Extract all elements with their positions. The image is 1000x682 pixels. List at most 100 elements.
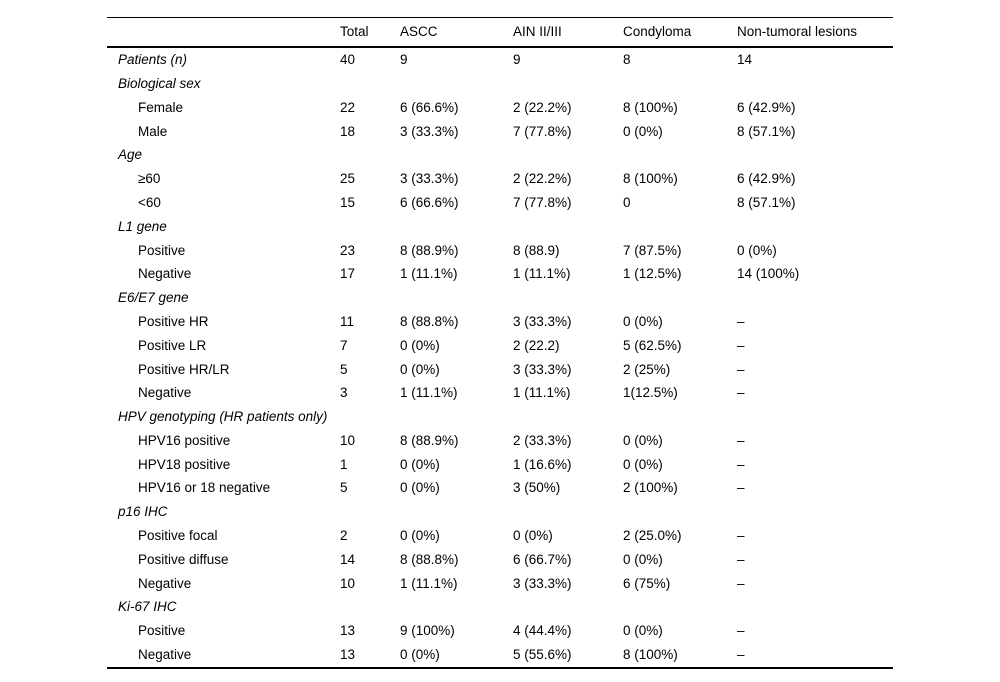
row-label: Positive diffuse [138, 551, 229, 567]
value-cell: 6 (75%) [623, 575, 671, 591]
value-cell: 10 [340, 575, 356, 591]
row-label: ≥60 [138, 171, 161, 187]
value-cell: – [737, 337, 745, 353]
value-cell: 3 (33.3%) [513, 575, 572, 591]
row-label: Positive HR [138, 313, 209, 329]
table-row: ≥60 25 3 (33.3%) 2 (22.2%) 8 (100%) 6 (42.9%) [107, 167, 893, 191]
value-cell: 9 (100%) [400, 623, 455, 639]
value-cell: 1 (16.6%) [513, 456, 572, 472]
row-label: HPV16 or 18 negative [138, 480, 271, 496]
value-cell: – [737, 623, 745, 639]
row-label: L1 gene [118, 218, 167, 234]
value-cell: 0 (0%) [400, 361, 440, 377]
value-cell: 0 (0%) [400, 528, 440, 544]
value-cell: 5 (62.5%) [623, 337, 682, 353]
row-label: HPV genotyping (HR patients only) [118, 409, 328, 425]
row-label: Negative [138, 647, 192, 663]
value-cell: 10 [340, 432, 356, 448]
value-cell: – [737, 575, 745, 591]
column-header-ascc: ASCC [400, 24, 438, 40]
table-row: Negative 10 1 (11.1%) 3 (33.3%) 6 (75%) – [107, 572, 893, 596]
table-row: Negative 3 1 (11.1%) 1 (11.1%) 1(12.5%) – [107, 381, 893, 405]
value-cell: 8 (88.9%) [400, 242, 459, 258]
row-label: Negative [138, 266, 192, 282]
value-cell: 0 [623, 194, 631, 210]
column-header-condyloma: Condyloma [623, 24, 692, 40]
value-cell: 0 (0%) [623, 623, 663, 639]
value-cell: 6 (42.9%) [737, 171, 796, 187]
table-body: Patients (n) 40 9 9 8 14 Biological sex Female 2… [107, 48, 893, 667]
value-cell: 2 (22.2%) [513, 99, 572, 115]
value-cell: 8 (57.1%) [737, 194, 796, 210]
row-label: Positive HR/LR [138, 361, 230, 377]
table-row: <60 15 6 (66.6%) 7 (77.8%) 0 8 (57.1%) [107, 191, 893, 215]
row-label: Positive [138, 623, 186, 639]
table-row: Age [107, 143, 893, 167]
value-cell: 2 (100%) [623, 480, 678, 496]
value-cell: – [737, 551, 745, 567]
value-cell: 8 (88.8%) [400, 551, 459, 567]
value-cell: 15 [340, 194, 356, 210]
row-label: Positive LR [138, 337, 207, 353]
table-row: Negative 17 1 (11.1%) 1 (11.1%) 1 (12.5%) 14 … [107, 262, 893, 286]
row-label: Positive [138, 242, 186, 258]
value-cell: 8 (57.1%) [737, 123, 796, 139]
value-cell: 9 [400, 52, 408, 68]
value-cell: 0 (0%) [400, 480, 440, 496]
value-cell: 2 (25.0%) [623, 528, 682, 544]
value-cell: 11 [340, 313, 355, 329]
row-label: Patients (n) [118, 52, 188, 68]
table-header-row: Total ASCC AIN II/III Condyloma Non-tumo… [107, 18, 893, 48]
table-row: Patients (n) 40 9 9 8 14 [107, 48, 893, 72]
value-cell: 6 (66.6%) [400, 99, 459, 115]
value-cell: 3 [340, 385, 348, 401]
value-cell: 1 (11.1%) [400, 385, 458, 401]
value-cell: 8 (88.8%) [400, 313, 459, 329]
value-cell: 8 (88.9) [513, 242, 560, 258]
value-cell: 1 (11.1%) [513, 266, 571, 282]
value-cell: 0 (0%) [737, 242, 777, 258]
value-cell: 2 (33.3%) [513, 432, 572, 448]
table-row: Positive 23 8 (88.9%) 8 (88.9) 7 (87.5%) 0 (0… [107, 238, 893, 262]
value-cell: 0 (0%) [513, 528, 553, 544]
row-label: Male [138, 123, 168, 139]
row-label: p16 IHC [118, 504, 168, 520]
value-cell: 22 [340, 99, 356, 115]
row-label: HPV16 positive [138, 432, 231, 448]
value-cell: 1 (11.1%) [400, 575, 458, 591]
value-cell: 5 [340, 361, 348, 377]
value-cell: 8 (88.9%) [400, 432, 459, 448]
value-cell: 7 [340, 337, 348, 353]
table-row: HPV16 positive 10 8 (88.9%) 2 (33.3%) 0 (0%)… [107, 429, 893, 453]
table-row: Female 22 6 (66.6%) 2 (22.2%) 8 (100%) 6 (42.… [107, 96, 893, 120]
table-row: HPV16 or 18 negative 5 0 (0%) 3 (50%) 2 (100… [107, 476, 893, 500]
table-row: L1 gene [107, 215, 893, 239]
value-cell: 3 (33.3%) [513, 313, 572, 329]
table-row: p16 IHC [107, 500, 893, 524]
value-cell: – [737, 385, 745, 401]
table-row: Ki-67 IHC [107, 595, 893, 619]
row-label: Ki-67 IHC [118, 599, 177, 615]
value-cell: 8 (100%) [623, 171, 678, 187]
table-row: Positive focal 2 0 (0%) 0 (0%) 2 (25.0%) – [107, 524, 893, 548]
value-cell: 0 (0%) [400, 337, 440, 353]
value-cell: 6 (66.6%) [400, 194, 459, 210]
value-cell: 1 [340, 456, 348, 472]
table-row: Positive 13 9 (100%) 4 (44.4%) 0 (0%) – [107, 619, 893, 643]
value-cell: 3 (33.3%) [400, 171, 459, 187]
table-row: E6/E7 gene [107, 286, 893, 310]
value-cell: 0 (0%) [400, 647, 440, 663]
value-cell: 3 (50%) [513, 480, 561, 496]
value-cell: 17 [340, 266, 356, 282]
value-cell: 6 (42.9%) [737, 99, 796, 115]
value-cell: 2 [340, 528, 348, 544]
value-cell: 3 (33.3%) [400, 123, 459, 139]
table-row: Positive LR 7 0 (0%) 2 (22.2) 5 (62.5%) – [107, 334, 893, 358]
value-cell: 14 [737, 52, 753, 68]
value-cell: 23 [340, 242, 356, 258]
row-label: Positive focal [138, 528, 218, 544]
row-label: E6/E7 gene [118, 290, 189, 306]
value-cell: 8 (100%) [623, 99, 678, 115]
table-row: Male 18 3 (33.3%) 7 (77.8%) 0 (0%) 8 (57.1%) [107, 119, 893, 143]
value-cell: 13 [340, 623, 356, 639]
